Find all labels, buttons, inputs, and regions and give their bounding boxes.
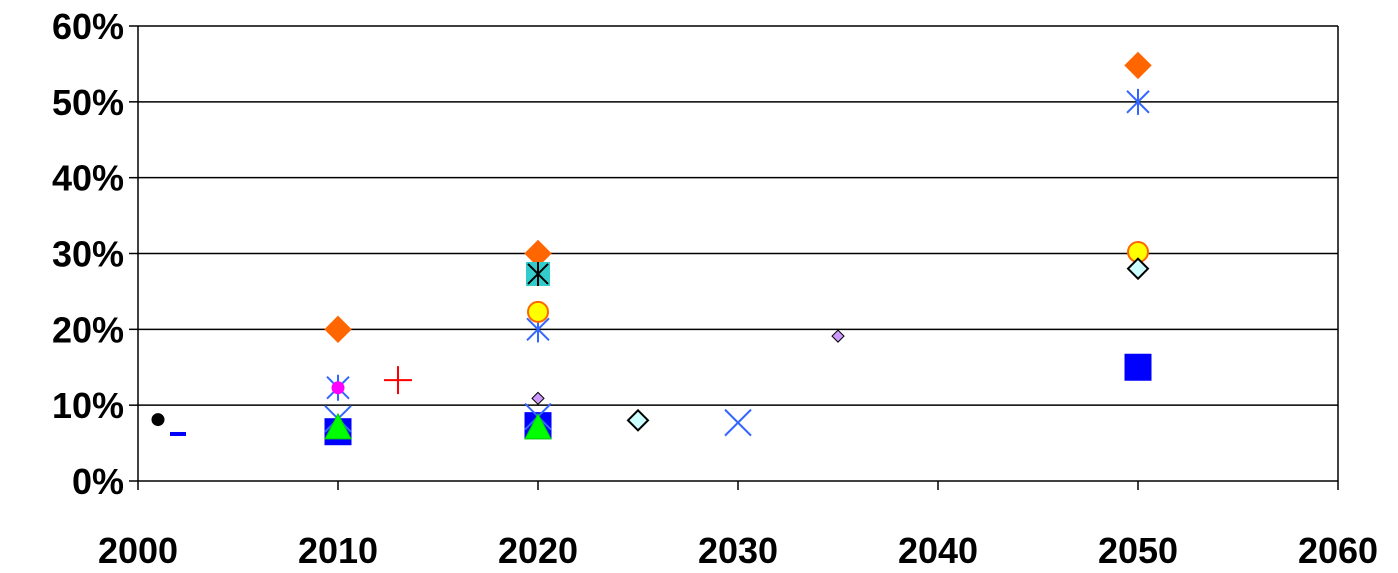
data-point-asterisk	[1126, 88, 1150, 115]
x-tick-label: 2040	[898, 530, 978, 571]
data-point-x	[724, 408, 752, 437]
y-tick-label: 60%	[52, 6, 124, 47]
y-tick-labels: 0% 10% 20% 30% 40% 50% 60%	[52, 6, 124, 502]
y-tick-label: 50%	[52, 82, 124, 123]
data-point-diamond-outline	[1126, 257, 1150, 281]
data-point-small-diamond	[531, 391, 545, 406]
x-tick-label: 2030	[698, 530, 778, 571]
x-tick-label: 2000	[98, 530, 178, 571]
data-point-diamond	[324, 315, 352, 344]
x-tick-label: 2010	[298, 530, 378, 571]
x-tick-label: 2020	[498, 530, 578, 571]
data-point-dash	[170, 431, 186, 436]
data-point-square-asterisk	[526, 261, 550, 286]
data-point-plus	[384, 366, 412, 395]
x-tick-labels: 2000 2010 2020 2030 2040 2050 2060	[98, 530, 1378, 571]
data-point-small-diamond	[831, 329, 845, 343]
axes	[129, 25, 1339, 490]
gridlines	[138, 25, 1338, 406]
y-tick-label: 10%	[52, 385, 124, 426]
data-point-triangle	[324, 412, 352, 440]
y-tick-label: 20%	[52, 309, 124, 350]
data-point-dot	[331, 381, 345, 395]
x-tick-label: 2060	[1298, 530, 1378, 571]
data-points	[151, 51, 1152, 446]
data-point-triangle	[524, 412, 552, 440]
y-tick-label: 0%	[72, 461, 124, 502]
data-point-diamond	[1124, 51, 1152, 80]
data-point-dot	[151, 413, 165, 427]
x-tick-label: 2050	[1098, 530, 1178, 571]
data-point-circle	[527, 300, 549, 323]
y-tick-label: 30%	[52, 234, 124, 275]
y-tick-label: 40%	[52, 158, 124, 199]
data-point-diamond-outline	[626, 408, 650, 432]
data-point-square	[1124, 353, 1152, 381]
